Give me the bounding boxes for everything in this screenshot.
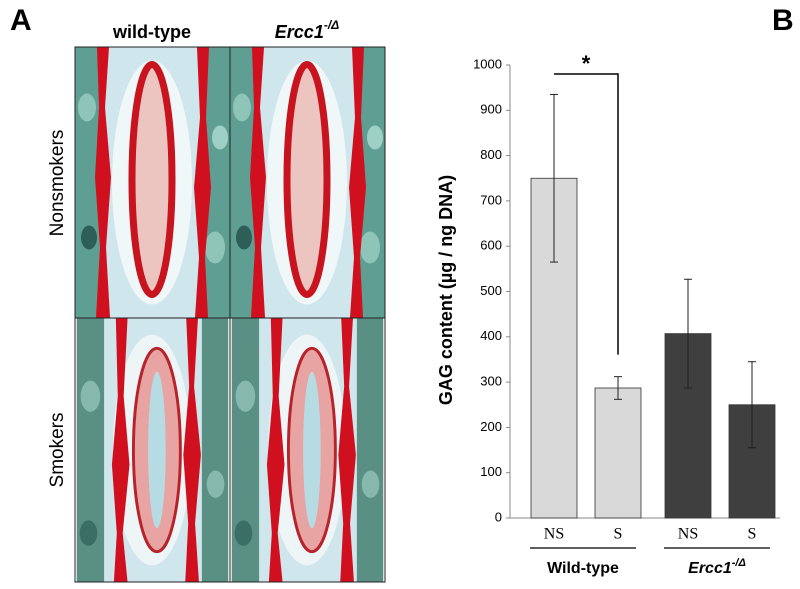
y-tick-label: 300: [480, 374, 502, 389]
error-bar: [550, 93, 558, 263]
y-tick-label: 800: [480, 147, 502, 162]
error-bar: [684, 278, 692, 389]
y-tick-label: 400: [480, 328, 502, 343]
histology-images: [74, 46, 386, 583]
y-tick-label: 100: [480, 464, 502, 479]
panel-label: A: [10, 4, 32, 37]
x-tick-label: S: [614, 526, 623, 543]
row-label: Nonsmokers: [47, 130, 68, 237]
y-tick-label: 900: [480, 102, 502, 117]
y-tick-label: 500: [480, 283, 502, 298]
error-bar: [614, 376, 622, 400]
bar: [594, 387, 642, 519]
y-tick-label: 1000: [473, 56, 502, 71]
significance-bracket: [554, 73, 619, 355]
group-text: Ercc1: [688, 560, 732, 577]
x-tick-label: NS: [678, 526, 698, 543]
x-tick-label: NS: [544, 526, 564, 543]
column-label: wild-type: [112, 22, 191, 42]
significance-label: *: [582, 51, 591, 76]
y-tick-label: 0: [495, 509, 502, 524]
row-label: Smokers: [47, 413, 68, 488]
y-tick-label: 600: [480, 238, 502, 253]
y-axis-label: GAG content (µg / ng DNA): [436, 175, 456, 405]
group-label: Wild-type: [547, 560, 619, 577]
error-bar: [748, 361, 756, 449]
panel-label: B: [772, 4, 794, 37]
x-tick-label: S: [748, 526, 757, 543]
group-text: Wild-type: [547, 560, 619, 577]
y-tick-label: 200: [480, 419, 502, 434]
group-sup: -/Δ: [732, 557, 746, 569]
group-label: Ercc1-/Δ: [688, 557, 746, 577]
y-tick-label: 700: [480, 192, 502, 207]
column-label: Ercc1-/Δ: [275, 18, 339, 42]
